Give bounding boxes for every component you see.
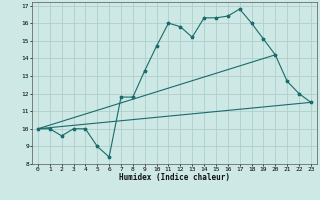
- X-axis label: Humidex (Indice chaleur): Humidex (Indice chaleur): [119, 173, 230, 182]
